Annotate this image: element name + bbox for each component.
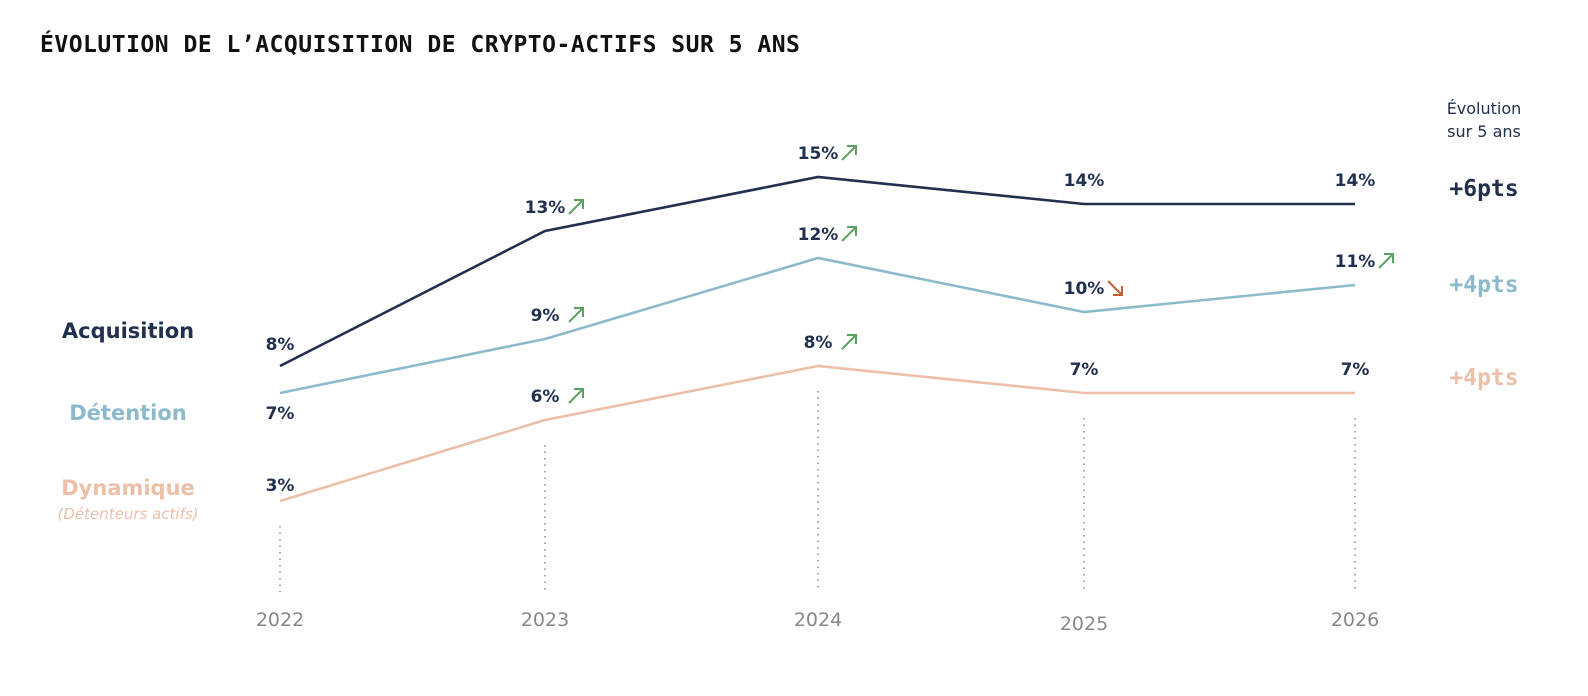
evolution-header-line2: sur 5 ans xyxy=(1447,122,1521,141)
trend-up-arrow-icon xyxy=(568,307,584,323)
trend-up-arrow-icon xyxy=(1378,253,1394,269)
x-tick-label-2025: 2025 xyxy=(1060,613,1108,635)
trend-up-arrow-icon xyxy=(841,226,857,242)
data-label-dynamique-2024: 8% xyxy=(804,333,833,353)
evolution-value-dynamique: +4pts xyxy=(1449,365,1518,391)
chart-title: ÉVOLUTION DE L’ACQUISITION DE CRYPTO-ACT… xyxy=(40,32,801,58)
legend-label-dynamique: Dynamique xyxy=(61,476,195,500)
x-tick-label-2022: 2022 xyxy=(256,609,304,631)
trend-up-arrow-icon xyxy=(568,388,584,404)
data-label-dynamique-2026: 7% xyxy=(1341,360,1370,380)
data-label-détention-2022: 7% xyxy=(266,404,295,424)
trend-down-arrow-icon xyxy=(1107,280,1123,296)
data-label-dynamique-2022: 3% xyxy=(266,476,295,496)
data-label-acquisition-2022: 8% xyxy=(266,335,295,355)
trend-up-arrow-icon xyxy=(568,199,584,215)
x-tick-label-2026: 2026 xyxy=(1331,609,1379,631)
data-label-acquisition-2023: 13% xyxy=(525,198,566,218)
data-label-acquisition-2024: 15% xyxy=(798,144,839,164)
trend-up-arrow-icon xyxy=(841,334,857,350)
series-line-dynamique xyxy=(279,364,1355,503)
data-label-détention-2023: 9% xyxy=(531,306,560,326)
trend-up-arrow-icon xyxy=(841,145,857,161)
data-label-acquisition-2025: 14% xyxy=(1064,171,1105,191)
data-label-dynamique-2023: 6% xyxy=(531,387,560,407)
x-tick-label-2024: 2024 xyxy=(794,609,842,631)
series-line-acquisition xyxy=(279,175,1355,368)
x-tick-label-2023: 2023 xyxy=(521,609,569,631)
evolution-value-détention: +4pts xyxy=(1449,272,1518,298)
series-line-détention xyxy=(279,256,1356,395)
data-label-détention-2026: 11% xyxy=(1335,252,1376,272)
data-label-détention-2024: 12% xyxy=(798,225,839,245)
legend-label-détention: Détention xyxy=(69,401,187,425)
data-label-dynamique-2025: 7% xyxy=(1070,360,1099,380)
legend-label-acquisition: Acquisition xyxy=(62,319,194,343)
data-label-acquisition-2026: 14% xyxy=(1335,171,1376,191)
evolution-value-acquisition: +6pts xyxy=(1449,176,1518,202)
data-label-détention-2025: 10% xyxy=(1064,279,1105,299)
legend-sublabel-dynamique: (Détenteurs actifs) xyxy=(57,505,198,523)
evolution-header-line1: Évolution xyxy=(1447,99,1522,118)
